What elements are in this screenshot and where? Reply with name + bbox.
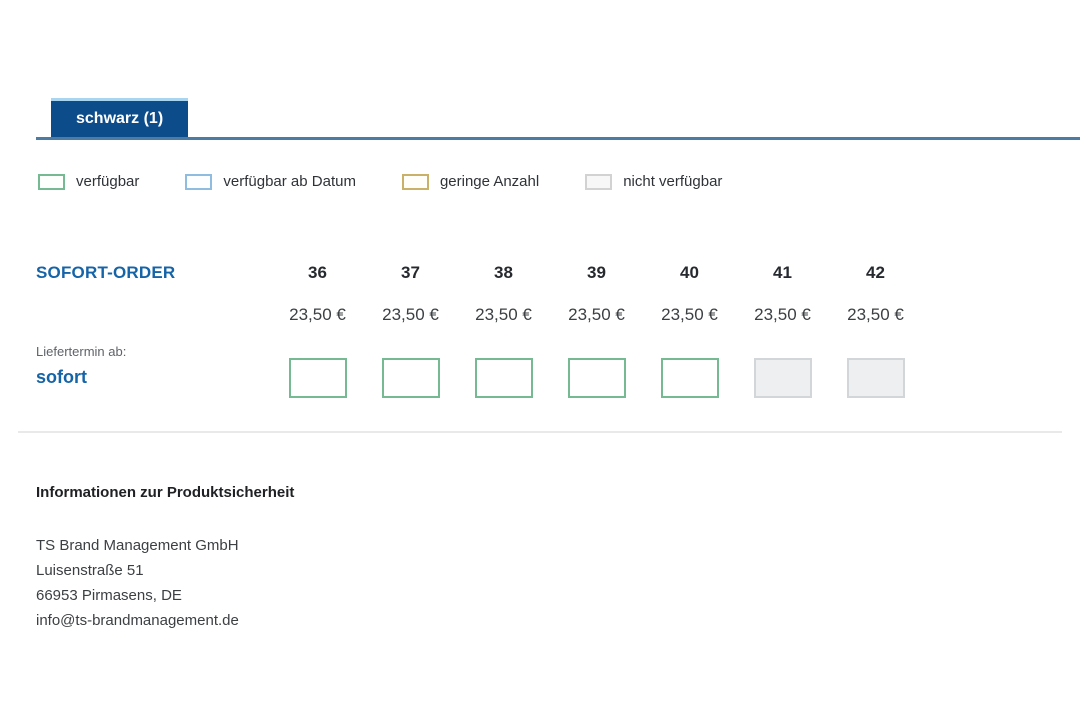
size-column: 39 23,50 € — [550, 252, 643, 398]
tab-schwarz[interactable]: schwarz (1) — [51, 98, 189, 137]
size-column: 40 23,50 € — [643, 252, 736, 398]
product-safety-title: Informationen zur Produktsicherheit — [36, 484, 295, 501]
address-line: TS Brand Management GmbH — [36, 537, 239, 554]
size-column: 37 23,50 € — [364, 252, 457, 398]
size-label: 39 — [587, 263, 606, 282]
address-line: 66953 Pirmasens, DE — [36, 587, 182, 604]
legend-item: verfügbar ab Datum — [185, 173, 356, 190]
quantity-input-size-39[interactable] — [567, 358, 626, 398]
size-price: 23,50 € — [289, 305, 346, 324]
availability-legend: verfügbar verfügbar ab Datum geringe Anz… — [38, 173, 1080, 190]
order-left-column: SOFORT-ORDER Liefertermin ab: sofort — [36, 252, 271, 398]
quantity-input-size-36[interactable] — [288, 358, 347, 398]
size-label: 37 — [401, 263, 420, 282]
size-price: 23,50 € — [847, 305, 904, 324]
size-column: 36 23,50 € — [271, 252, 364, 398]
not-available-swatch-icon — [585, 173, 613, 190]
delivery-date-label: Liefertermin ab: — [36, 344, 127, 359]
legend-label: verfügbar — [76, 173, 140, 190]
size-label: 41 — [773, 263, 792, 282]
legend-label: geringe Anzahl — [439, 173, 540, 190]
color-tab-bar: schwarz (1) — [36, 98, 1080, 140]
legend-item: geringe Anzahl — [401, 173, 540, 190]
size-label: 36 — [308, 263, 327, 282]
quantity-input-size-40[interactable] — [660, 358, 719, 398]
legend-label: verfügbar ab Datum — [223, 173, 356, 190]
address-line: Luisenstraße 51 — [36, 562, 144, 579]
legend-item: verfügbar — [38, 173, 139, 190]
quantity-input-size-38[interactable] — [474, 358, 533, 398]
quantity-input-size-37[interactable] — [381, 358, 440, 398]
size-price: 23,50 € — [661, 305, 718, 324]
available-swatch-icon — [38, 173, 65, 190]
size-label: 42 — [866, 263, 885, 282]
size-price: 23,50 € — [475, 305, 532, 324]
quantity-input-size-41 — [753, 358, 812, 398]
size-label: 38 — [494, 263, 513, 282]
order-spacer — [36, 294, 271, 336]
address-line: info@ts-brandmanagement.de — [36, 612, 239, 629]
size-column: 38 23,50 € — [457, 252, 550, 398]
sofort-order-section: SOFORT-ORDER Liefertermin ab: sofort 36 … — [36, 252, 1080, 398]
size-column: 42 23,50 € — [829, 252, 922, 398]
legend-item: nicht verfügbar — [585, 173, 722, 190]
delivery-date-value[interactable]: sofort — [36, 367, 87, 387]
section-divider — [18, 431, 1062, 433]
size-price: 23,50 € — [754, 305, 811, 324]
size-columns: 36 23,50 € 37 23,50 € 38 23,50 € 39 23,5… — [271, 252, 922, 398]
size-label: 40 — [680, 263, 699, 282]
order-title: SOFORT-ORDER — [36, 263, 176, 282]
available-from-date-swatch-icon — [185, 173, 213, 190]
size-price: 23,50 € — [568, 305, 625, 324]
size-price: 23,50 € — [382, 305, 439, 324]
delivery-block: Liefertermin ab: sofort — [36, 336, 271, 388]
quantity-input-size-42 — [846, 358, 905, 398]
manufacturer-address: TS Brand Management GmbH Luisenstraße 51 6… — [36, 533, 1080, 633]
legend-label: nicht verfügbar — [623, 173, 723, 190]
size-column: 41 23,50 € — [736, 252, 829, 398]
low-stock-swatch-icon — [401, 173, 429, 190]
